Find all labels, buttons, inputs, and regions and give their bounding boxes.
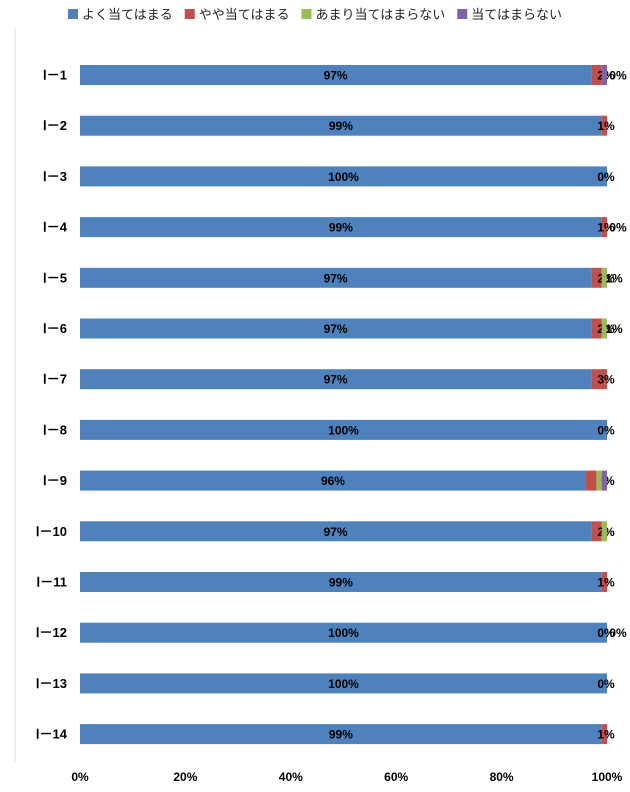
category-label: Ⅰ－11: [36, 575, 67, 590]
data-label: 1%: [605, 322, 623, 336]
data-label: 1%: [605, 271, 623, 285]
data-label: 0%: [597, 677, 615, 691]
category-label: Ⅰ－13: [36, 676, 67, 691]
x-tick-label: 0%: [71, 770, 89, 784]
category-label: Ⅰ－5: [43, 270, 67, 285]
legend-swatch-2: [184, 9, 195, 19]
category-label: Ⅰ－7: [43, 372, 67, 387]
data-label: 100%: [328, 170, 359, 184]
data-label: 100%: [328, 677, 359, 691]
bar-segment: [601, 217, 607, 238]
bar-segment: [601, 318, 607, 339]
category-label: Ⅰ－14: [36, 727, 68, 742]
category-label: Ⅰ－8: [43, 422, 67, 437]
legend-swatch-4: [457, 9, 468, 19]
bar-segment: [80, 217, 602, 238]
data-label: 97%: [324, 322, 348, 336]
bar-segment: [601, 267, 607, 288]
category-label: Ⅰ－1: [43, 68, 67, 83]
data-label: 99%: [329, 221, 353, 235]
data-label: 97%: [324, 373, 348, 387]
bar-segment: [80, 369, 592, 390]
data-label: 99%: [329, 576, 353, 590]
bar-segment: [601, 115, 607, 136]
data-label: 99%: [329, 728, 353, 742]
legend-label-2: やや当てはまる: [199, 8, 290, 23]
bar-segment: [591, 521, 602, 542]
category-label: Ⅰ－3: [43, 169, 67, 184]
bar-segment: [80, 318, 592, 339]
bar-segment: [80, 65, 592, 85]
data-label: 1%: [597, 221, 615, 235]
category-label: Ⅰ－9: [43, 473, 67, 488]
bar-segment: [591, 65, 602, 85]
data-label: 100%: [328, 626, 359, 640]
bar-segment: [591, 318, 602, 339]
x-tick-label: 40%: [279, 770, 303, 784]
category-label: Ⅰ－2: [43, 118, 67, 133]
x-tick-label: 20%: [173, 770, 197, 784]
legend-label-4: 当てはまらない: [471, 8, 562, 23]
bar-segment: [585, 470, 597, 491]
bar-segment: [601, 470, 607, 491]
legend-swatch-3: [301, 9, 312, 19]
data-label: 96%: [321, 474, 345, 488]
x-tick-label: 100%: [592, 770, 623, 784]
bar-segment: [80, 166, 607, 187]
bar-segment: [601, 572, 607, 592]
x-tick-label: 80%: [490, 770, 514, 784]
data-label: 1%: [597, 728, 615, 742]
bar-segment: [591, 369, 607, 390]
data-label: 100%: [328, 423, 359, 437]
bar-segment: [80, 622, 607, 643]
data-label: 99%: [329, 119, 353, 133]
bar-segment: [601, 521, 607, 542]
bar-segment: [601, 65, 607, 85]
category-label: Ⅰ－4: [43, 220, 68, 235]
bar-segment: [80, 572, 602, 592]
legend-label-3: あまり当てはまらない: [316, 8, 446, 23]
data-label: 1%: [597, 119, 615, 133]
category-label: Ⅰ－10: [36, 524, 67, 539]
data-label: 97%: [324, 525, 348, 539]
bar-segment: [80, 470, 586, 491]
data-label: 97%: [324, 271, 348, 285]
data-label: 0%: [597, 423, 615, 437]
bar-segment: [591, 267, 602, 288]
data-label: 0%: [597, 170, 615, 184]
category-label: Ⅰ－6: [43, 321, 67, 336]
data-label: 97%: [324, 69, 348, 83]
data-label: 0%: [609, 626, 627, 640]
bar-segment: [80, 673, 607, 694]
bar-segment: [596, 470, 602, 491]
bar-segment: [80, 267, 592, 288]
legend-label-1: よく当てはまる: [82, 8, 173, 23]
bar-segment: [80, 724, 602, 745]
data-label: 0%: [597, 626, 615, 640]
data-label: 3%: [597, 373, 615, 387]
data-label: 0%: [609, 221, 627, 235]
bar-segment: [601, 724, 607, 745]
data-label: 1%: [597, 576, 615, 590]
data-label: 0%: [609, 69, 627, 83]
legend-swatch-1: [68, 9, 78, 19]
bar-segment: [80, 521, 592, 542]
bar-segment: [80, 419, 607, 440]
category-label: Ⅰ－12: [36, 625, 67, 640]
bar-segment: [80, 115, 602, 136]
x-tick-label: 60%: [384, 770, 408, 784]
